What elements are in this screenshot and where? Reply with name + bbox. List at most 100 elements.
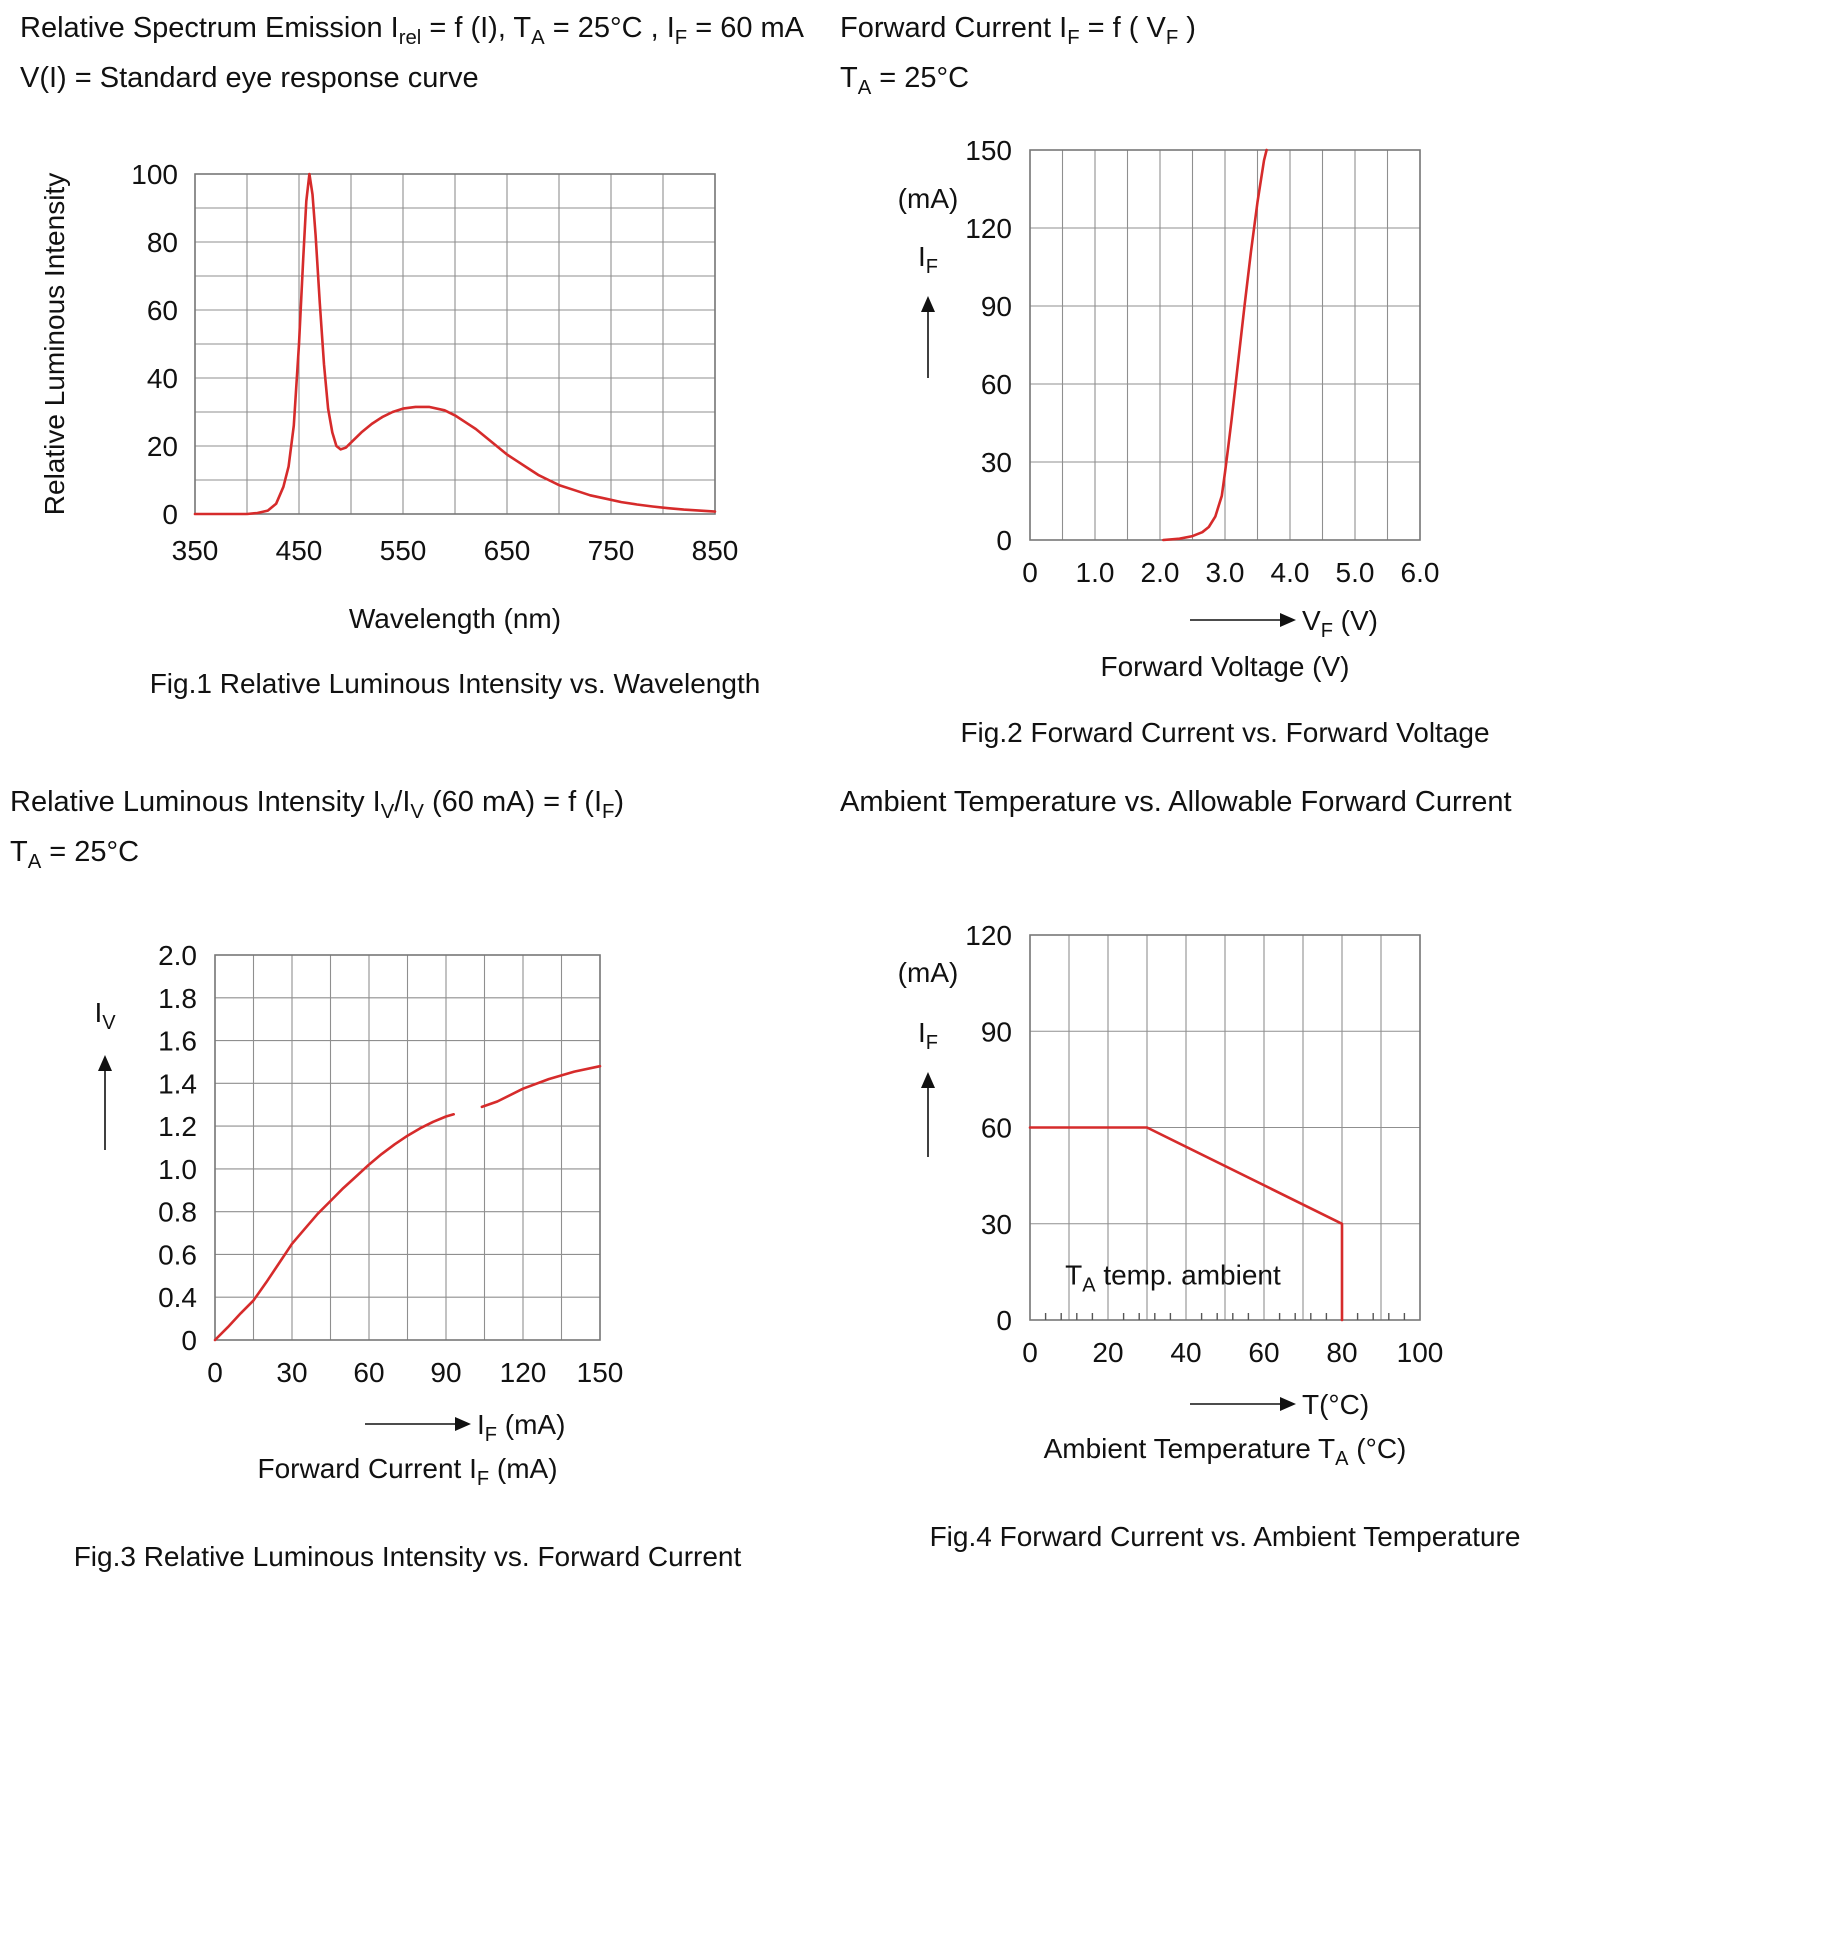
svg-text:20: 20 <box>147 431 178 462</box>
figure-1-title: Relative Spectrum Emission Irel = f (I),… <box>20 8 900 98</box>
relative-spectrum-emission-curve <box>193 172 717 516</box>
svg-text:T(°C): T(°C) <box>1302 1389 1369 1420</box>
svg-text:1.0: 1.0 <box>1076 557 1115 588</box>
figure-4-caption: Fig.4 Forward Current vs. Ambient Temper… <box>929 1521 1521 1552</box>
relative-luminous-intensity-curve <box>213 1112 455 1341</box>
svg-text:120: 120 <box>965 213 1012 244</box>
svg-text:350: 350 <box>172 535 219 566</box>
svg-text:100: 100 <box>1397 1337 1444 1368</box>
svg-text:0: 0 <box>181 1325 197 1356</box>
forward-current-voltage-curve <box>1162 148 1268 541</box>
svg-text:VF (V): VF (V) <box>1302 605 1378 642</box>
svg-text:0: 0 <box>207 1357 223 1388</box>
figure-3-title: Relative Luminous Intensity IV/IV (60 mA… <box>10 782 890 882</box>
relative-luminous-intensity-curve <box>480 1064 602 1108</box>
svg-text:150: 150 <box>577 1357 624 1388</box>
figure-2-title: Forward Current IF = f ( VF ) TA = 25°C <box>840 8 1770 108</box>
svg-text:650: 650 <box>484 535 531 566</box>
svg-text:20: 20 <box>1092 1337 1123 1368</box>
gridlines <box>214 954 601 1341</box>
svg-text:(mA): (mA) <box>898 183 959 214</box>
gridlines <box>194 173 716 515</box>
svg-text:90: 90 <box>981 291 1012 322</box>
svg-text:80: 80 <box>1326 1337 1357 1368</box>
svg-text:1.8: 1.8 <box>158 982 197 1013</box>
figure-4-title-line-1: Ambient Temperature vs. Allowable Forwar… <box>840 786 1512 818</box>
svg-text:750: 750 <box>588 535 635 566</box>
figure-2: Forward Current IF = f ( VF ) TA = 25°C … <box>840 8 1770 749</box>
svg-text:0.4: 0.4 <box>158 1282 197 1313</box>
svg-text:IV: IV <box>94 997 116 1034</box>
svg-text:550: 550 <box>380 535 427 566</box>
svg-text:60: 60 <box>353 1357 384 1388</box>
svg-text:Forward Voltage (V): Forward Voltage (V) <box>1101 651 1350 682</box>
svg-text:IF: IF <box>918 241 938 278</box>
svg-text:TA temp. ambient: TA temp. ambient <box>1065 1260 1281 1297</box>
svg-text:0.8: 0.8 <box>158 1196 197 1227</box>
figure-3-caption: Fig.3 Relative Luminous Intensity vs. Fo… <box>73 1540 742 1572</box>
svg-text:1.4: 1.4 <box>158 1068 197 1099</box>
up-arrow-icon <box>921 295 935 312</box>
figure-1-caption: Fig.1 Relative Luminous Intensity vs. Wa… <box>149 667 761 699</box>
svg-text:IF (mA): IF (mA) <box>477 1409 565 1446</box>
svg-text:0: 0 <box>996 525 1012 556</box>
figure-2-caption: Fig.2 Forward Current vs. Forward Voltag… <box>960 716 1490 748</box>
svg-text:0: 0 <box>162 499 178 530</box>
fig1-plot-svg: 0 20 40 60 80 100 350 450 550 650 750 850 Relative L… <box>39 159 739 634</box>
svg-text:IF: IF <box>918 1017 938 1054</box>
right-arrow-icon <box>1280 1397 1296 1411</box>
svg-text:2.0: 2.0 <box>158 940 197 971</box>
svg-text:90: 90 <box>430 1357 461 1388</box>
svg-text:Relative Luminous Intensity: Relative Luminous Intensity <box>39 173 70 515</box>
fig2-plot-svg: 0 30 60 90 120 150 0 1.0 2.0 3.0 4.0 5.0 6.0 (mA) IF VF… <box>898 135 1440 682</box>
figure-4-title: Ambient Temperature vs. Allowable Forwar… <box>840 782 1770 822</box>
svg-text:6.0: 6.0 <box>1401 557 1440 588</box>
plot-frame <box>1029 148 1421 541</box>
svg-text:60: 60 <box>981 1113 1012 1144</box>
svg-text:Forward Current IF (mA): Forward Current IF (mA) <box>257 1453 557 1490</box>
figure-3-chart: 0 0.4 0.6 0.8 1.0 1.2 1.4 1.6 1.8 2.0 0 30 60 90 120 15… <box>10 922 890 1527</box>
figure-2-title-line-2: TA = 25°C <box>840 61 970 99</box>
figure-3-title-line-2: TA = 25°C <box>10 835 140 873</box>
svg-text:120: 120 <box>965 920 1012 951</box>
figure-3: Relative Luminous Intensity IV/IV (60 mA… <box>10 782 890 1573</box>
svg-text:4.0: 4.0 <box>1271 557 1310 588</box>
figure-4-chart: 0 30 60 90 120 0 20 40 60 80 100 (mA) IF T(°C) Ambient… <box>840 902 1770 1507</box>
up-arrow-icon <box>98 1054 112 1071</box>
figure-1-chart: 0 20 40 60 80 100 350 450 550 650 750 850 Relative L… <box>20 134 900 654</box>
figure-1-title-line-1: Relative Spectrum Emission Irel = f (I),… <box>20 12 805 49</box>
svg-text:0: 0 <box>1022 557 1038 588</box>
svg-text:850: 850 <box>692 535 739 566</box>
svg-text:120: 120 <box>500 1357 547 1388</box>
svg-text:2.0: 2.0 <box>1141 557 1180 588</box>
fig3-plot-svg: 0 0.4 0.6 0.8 1.0 1.2 1.4 1.6 1.8 2.0 0 30 60 90 120 15… <box>94 940 624 1490</box>
figure-1: Relative Spectrum Emission Irel = f (I),… <box>20 8 900 700</box>
svg-text:0: 0 <box>996 1305 1012 1336</box>
svg-text:60: 60 <box>981 369 1012 400</box>
svg-text:450: 450 <box>276 535 323 566</box>
plot-frame <box>194 172 716 515</box>
svg-text:Ambient Temperature TA (°C): Ambient Temperature TA (°C) <box>1044 1433 1407 1470</box>
fig4-plot-svg: 0 30 60 90 120 0 20 40 60 80 100 (mA) IF T(°C) Ambient… <box>898 920 1444 1470</box>
svg-text:30: 30 <box>981 447 1012 478</box>
figure-3-title-line-1: Relative Luminous Intensity IV/IV (60 mA… <box>10 786 625 823</box>
svg-text:30: 30 <box>981 1209 1012 1240</box>
svg-text:1.0: 1.0 <box>158 1153 197 1184</box>
svg-text:3.0: 3.0 <box>1206 557 1245 588</box>
figure-2-chart: 0 30 60 90 120 150 0 1.0 2.0 3.0 4.0 5.0 6.0 (mA) IF VF… <box>840 120 1770 703</box>
svg-text:Wavelength (nm): Wavelength (nm) <box>349 603 561 634</box>
svg-text:40: 40 <box>1170 1337 1201 1368</box>
svg-text:60: 60 <box>1248 1337 1279 1368</box>
figure-2-title-line-1: Forward Current IF = f ( VF ) <box>840 12 1196 49</box>
right-arrow-icon <box>455 1416 471 1431</box>
svg-text:0: 0 <box>1022 1337 1038 1368</box>
svg-text:40: 40 <box>147 363 178 394</box>
svg-text:80: 80 <box>147 227 178 258</box>
allowable-forward-current-curve <box>1028 1126 1344 1322</box>
svg-text:0.6: 0.6 <box>158 1239 197 1270</box>
svg-text:1.2: 1.2 <box>158 1111 197 1142</box>
svg-text:5.0: 5.0 <box>1336 557 1375 588</box>
svg-text:60: 60 <box>147 295 178 326</box>
svg-text:1.6: 1.6 <box>158 1025 197 1056</box>
